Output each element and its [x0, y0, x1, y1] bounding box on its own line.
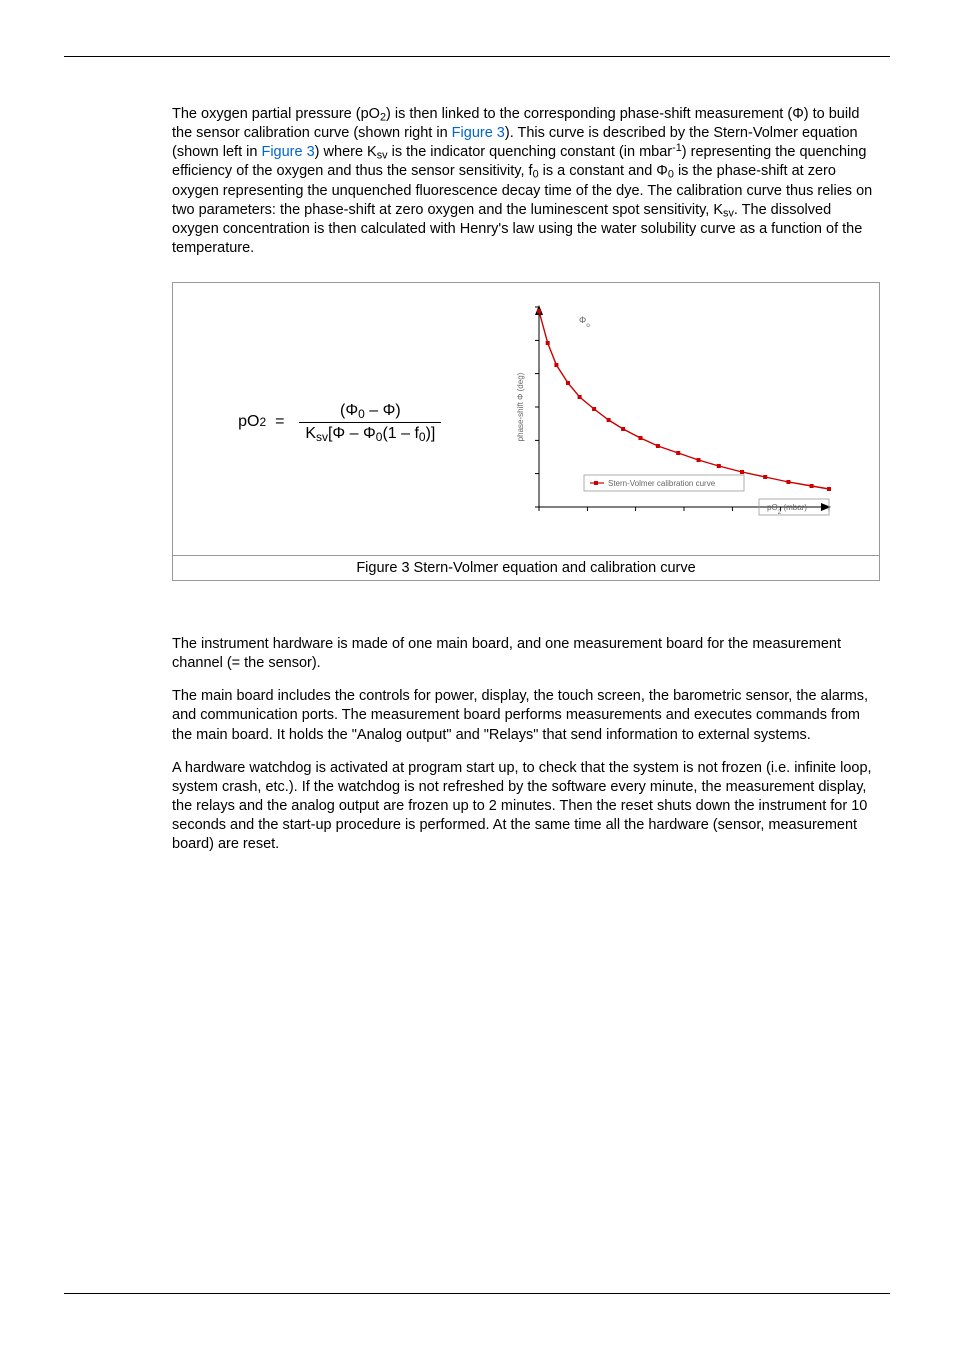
eq-den-2: [Φ – Φ — [328, 425, 376, 442]
chart-cell: phase-shift Φ (deg) Φo Stern-Volmer calibr… — [499, 297, 869, 547]
svg-text:pO2 (mbar): pO2 (mbar) — [767, 503, 807, 516]
p1-sup1: -1 — [672, 142, 682, 154]
p1-sub5: sv — [723, 207, 734, 219]
p1-t5: is the indicator quenching constant (in … — [388, 144, 673, 160]
paragraph-3: The main board includes the controls for… — [172, 687, 880, 744]
eq-eq: = — [266, 413, 293, 431]
svg-text:Stern-Volmer calibration curve: Stern-Volmer calibration curve — [608, 479, 716, 488]
figure-body: pO2 = (Φ0 – Φ) Ksv[Φ – Φ0(1 – f0)] phase… — [173, 283, 879, 555]
eq-num-mid: – Φ) — [365, 402, 401, 419]
link-figure3-a[interactable]: Figure 3 — [452, 125, 505, 141]
eq-num-sub1: 0 — [358, 407, 365, 421]
paragraph-1: The oxygen partial pressure (pO2) is the… — [172, 105, 880, 258]
eq-num-l: (Φ — [340, 402, 358, 419]
top-rule — [64, 56, 890, 57]
eq-den-1: K — [305, 425, 316, 442]
page-content: The oxygen partial pressure (pO2) is the… — [172, 105, 880, 854]
p1-t4: ) where K — [315, 144, 377, 160]
svg-text:phase-shift Φ (deg): phase-shift Φ (deg) — [516, 372, 525, 441]
eq-den-sub1: sv — [316, 430, 328, 444]
equation: pO2 = (Φ0 – Φ) Ksv[Φ – Φ0(1 – f0)] — [238, 402, 443, 443]
eq-numerator: (Φ0 – Φ) — [334, 402, 407, 422]
eq-den-4: )] — [426, 425, 436, 442]
eq-den-3: (1 – f — [382, 425, 418, 442]
figure-caption: Figure 3 Stern-Volmer equation and calib… — [173, 555, 879, 580]
eq-lhs: pO — [238, 413, 259, 431]
figure-3: pO2 = (Φ0 – Φ) Ksv[Φ – Φ0(1 – f0)] phase… — [172, 282, 880, 581]
eq-denominator: Ksv[Φ – Φ0(1 – f0)] — [299, 422, 441, 443]
bottom-rule — [64, 1293, 890, 1294]
svg-text:Φo: Φo — [579, 315, 590, 329]
link-figure3-b[interactable]: Figure 3 — [261, 144, 314, 160]
p1-sub2: sv — [377, 150, 388, 162]
p1-t1: The oxygen partial pressure (pO — [172, 106, 380, 122]
paragraph-2: The instrument hardware is made of one m… — [172, 635, 880, 673]
eq-fraction: (Φ0 – Φ) Ksv[Φ – Φ0(1 – f0)] — [299, 402, 441, 443]
eq-den-sub3: 0 — [419, 430, 426, 444]
equation-cell: pO2 = (Φ0 – Φ) Ksv[Φ – Φ0(1 – f0)] — [183, 402, 499, 443]
paragraph-4: A hardware watchdog is activated at prog… — [172, 759, 880, 855]
stern-volmer-chart: phase-shift Φ (deg) Φo Stern-Volmer calibr… — [499, 297, 839, 547]
p1-t7: is a constant and Φ — [539, 163, 668, 179]
